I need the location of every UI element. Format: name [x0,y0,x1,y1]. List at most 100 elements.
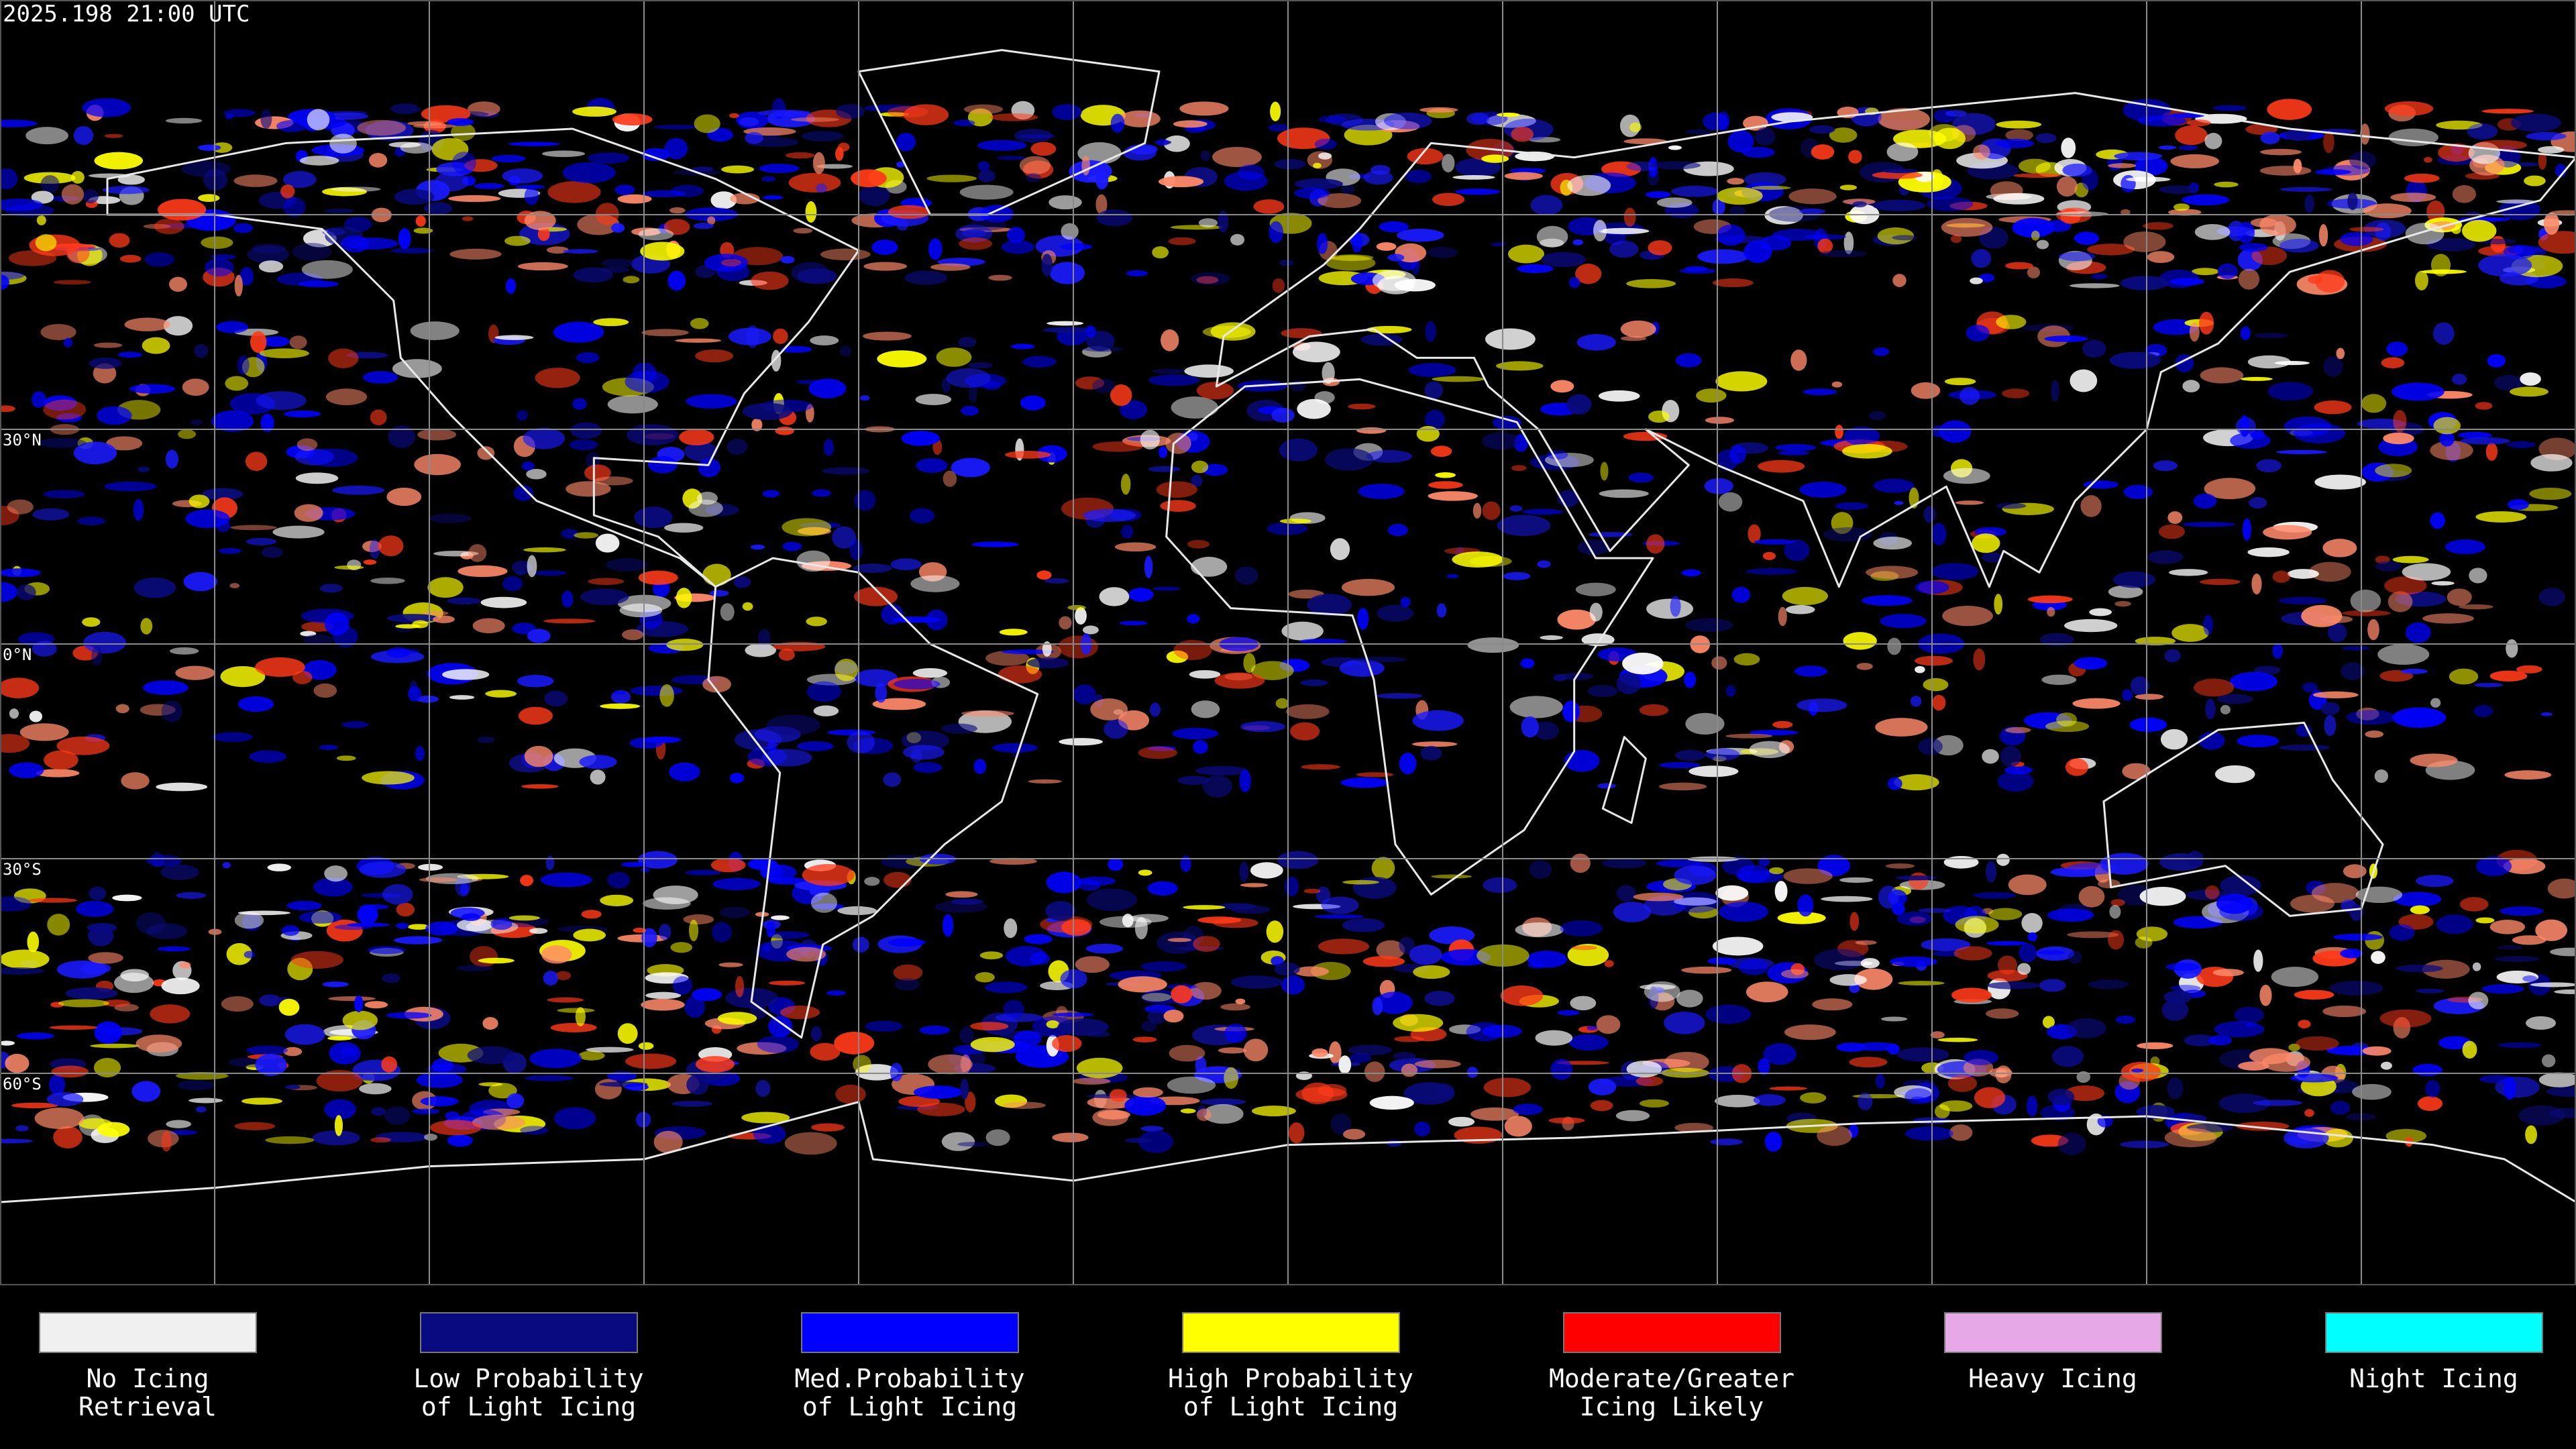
icing-patch [2164,649,2181,663]
icing-patch [2538,151,2547,170]
icing-patch [1754,539,1795,545]
icing-patch [820,248,871,261]
icing-patch [572,106,616,117]
icing-patch [969,382,977,403]
icing-patch [576,352,600,364]
icing-patch [1147,1010,1167,1024]
icing-patch [622,629,644,641]
icing-patch [259,348,309,359]
icing-patch [265,1136,315,1144]
icing-patch [2472,962,2481,971]
icing-patch [1166,650,1189,663]
icing-patch [1294,966,1329,977]
icing-patch [31,191,54,204]
icing-patch [436,162,474,176]
icing-patch [9,708,19,719]
icing-patch [357,119,407,136]
icing-patch [796,550,830,572]
icing-patch [2108,163,2137,168]
icing-patch [2109,352,2161,369]
icing-patch [1626,1061,1662,1078]
icing-patch [1540,635,1564,640]
icing-patch [625,370,669,393]
icing-patch [712,877,761,891]
icing-patch [2042,1016,2055,1028]
icing-patch [2375,222,2392,241]
icing-patch [770,915,790,920]
icing-patch [1397,229,1444,242]
icing-patch [1953,946,1992,961]
icing-patch [121,772,150,790]
icing-patch [1685,712,1725,735]
icing-patch [1536,225,1568,248]
icing-patch [1996,853,2010,866]
icing-patch [2061,138,2076,158]
icing-patch [742,602,753,611]
icing-patch [508,915,540,921]
icing-patch [544,690,568,707]
icing-patch [2294,989,2334,1000]
coastline [2102,721,2384,917]
icing-patch [1160,500,1196,512]
icing-patch [2135,694,2164,700]
icing-patch [165,117,203,124]
icing-patch [2414,270,2428,290]
icing-patch [1239,769,1251,792]
icing-patch [1187,539,1210,549]
icing-patch [643,897,691,910]
icing-patch [786,947,826,962]
icing-patch [133,577,176,598]
icing-patch [0,405,15,413]
icing-patch [2182,380,2200,392]
icing-patch [2027,932,2037,942]
icing-patch [417,429,457,441]
icing-patch [2047,908,2094,922]
icing-patch [1340,184,1355,194]
icing-patch [2447,588,2472,606]
icing-patch [1342,918,1385,932]
icing-patch [2168,209,2202,216]
icing-patch [791,117,840,122]
icing-patch [1081,156,1090,176]
icing-patch [2139,886,2186,906]
icing-patch [433,550,479,557]
latitude-label: 60°S [3,1075,42,1093]
icing-patch [1163,1010,1184,1023]
icing-patch [2489,920,2525,934]
icing-patch [56,413,83,423]
icing-patch [746,325,759,348]
icing-patch [2129,717,2167,733]
icing-patch [2392,707,2447,728]
icing-patch [2478,254,2532,277]
icing-patch [912,667,948,678]
icing-patch [909,508,935,524]
icing-patch [2424,156,2432,163]
icing-patch [1878,108,1930,131]
icing-patch [1729,445,1747,464]
icing-patch [934,901,987,913]
icing-patch [1858,1092,1873,1111]
icing-patch [36,215,46,225]
icing-patch [29,898,77,903]
icing-patch [2163,990,2192,1004]
icing-patch [623,276,640,284]
icing-patch [573,928,606,942]
icing-patch [390,248,433,254]
icing-patch [2058,252,2096,262]
icing-patch [169,276,187,292]
coastline [1215,92,2576,588]
icing-patch [2204,133,2222,150]
icing-patch [1466,1067,1479,1078]
icing-patch [2495,955,2540,962]
icing-patch [1073,684,1096,705]
icing-patch [2375,561,2402,572]
icing-patch [2385,1128,2427,1143]
legend-swatch [39,1312,257,1353]
icing-patch [1104,719,1128,739]
icing-patch [1292,341,1340,363]
icing-patch [1753,1094,1786,1106]
icing-patch [1419,107,1458,113]
icing-patch [505,278,517,294]
icing-patch [1271,407,1295,423]
icing-patch [2193,678,2235,697]
